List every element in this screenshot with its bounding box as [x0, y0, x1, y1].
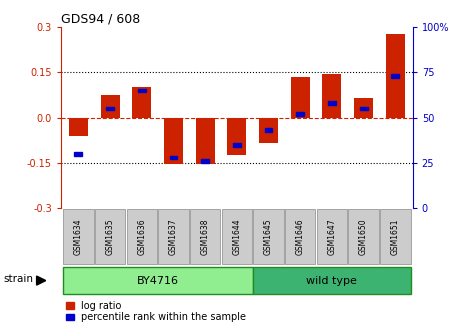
Bar — [391, 74, 399, 78]
Bar — [169, 156, 177, 159]
FancyBboxPatch shape — [380, 209, 410, 264]
Text: GSM1637: GSM1637 — [169, 218, 178, 255]
Text: GSM1635: GSM1635 — [106, 218, 114, 255]
FancyBboxPatch shape — [285, 209, 316, 264]
FancyBboxPatch shape — [222, 209, 252, 264]
Text: wild type: wild type — [306, 276, 357, 286]
Text: GDS94 / 608: GDS94 / 608 — [61, 13, 140, 26]
FancyBboxPatch shape — [317, 209, 347, 264]
Bar — [138, 89, 146, 92]
Bar — [100, 95, 120, 118]
FancyBboxPatch shape — [253, 267, 411, 294]
Text: strain: strain — [4, 274, 34, 284]
FancyBboxPatch shape — [127, 209, 157, 264]
Text: GSM1638: GSM1638 — [201, 219, 210, 255]
Bar — [322, 74, 341, 118]
Bar — [265, 128, 272, 132]
Bar — [328, 101, 336, 105]
Text: GSM1651: GSM1651 — [391, 219, 400, 255]
Bar — [69, 118, 88, 136]
Text: GSM1650: GSM1650 — [359, 218, 368, 255]
Bar — [196, 118, 215, 165]
Text: BY4716: BY4716 — [136, 276, 179, 286]
Text: GSM1634: GSM1634 — [74, 218, 83, 255]
Text: GSM1644: GSM1644 — [232, 218, 242, 255]
FancyBboxPatch shape — [62, 267, 253, 294]
FancyBboxPatch shape — [63, 209, 94, 264]
Polygon shape — [37, 276, 45, 285]
Text: GSM1645: GSM1645 — [264, 218, 273, 255]
Bar — [227, 118, 246, 155]
Legend: log ratio, percentile rank within the sample: log ratio, percentile rank within the sa… — [66, 300, 246, 323]
Bar — [75, 152, 83, 156]
FancyBboxPatch shape — [158, 209, 189, 264]
FancyBboxPatch shape — [95, 209, 125, 264]
Bar — [132, 87, 151, 118]
FancyBboxPatch shape — [253, 209, 284, 264]
Bar — [354, 98, 373, 118]
Bar — [386, 35, 405, 118]
Bar — [201, 159, 209, 163]
FancyBboxPatch shape — [190, 209, 220, 264]
Bar — [259, 118, 278, 143]
Text: GSM1636: GSM1636 — [137, 218, 146, 255]
Bar — [360, 107, 368, 110]
Text: GSM1646: GSM1646 — [296, 218, 305, 255]
Bar — [106, 107, 114, 110]
Bar — [164, 118, 183, 165]
FancyBboxPatch shape — [348, 209, 379, 264]
Bar — [296, 112, 304, 116]
Bar — [291, 77, 310, 118]
Text: GSM1647: GSM1647 — [327, 218, 336, 255]
Bar — [233, 143, 241, 146]
